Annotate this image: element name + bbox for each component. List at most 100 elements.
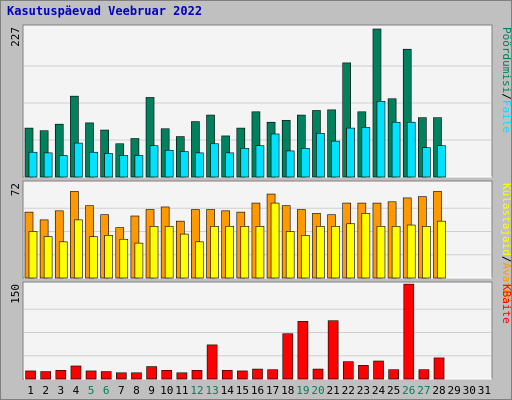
bar-kbaite-day-26	[403, 283, 415, 380]
bar-kbaite-day-4	[70, 365, 82, 380]
x-tick-label: 25	[387, 384, 400, 397]
legend-pages-sites: Külastajaid/Avatud	[500, 183, 511, 302]
x-tick-label: 8	[133, 384, 140, 397]
bar-kbaite-day-11	[176, 372, 188, 380]
bar-külastajaid-day-6	[104, 235, 113, 279]
bar-külastajaid-day-26	[406, 224, 416, 279]
x-tick-label: 10	[160, 384, 173, 397]
x-tick-label: 7	[118, 384, 125, 397]
bar-kbaite-day-17	[267, 369, 278, 380]
bar-külastajaid-day-3	[58, 241, 68, 279]
bar-külastajaid-day-1	[28, 231, 38, 279]
x-tick-label: 16	[251, 384, 264, 397]
bar-kbaite-day-9	[146, 366, 157, 380]
bar-kbaite-day-12	[191, 370, 203, 380]
bar-külastajaid-day-13	[210, 226, 219, 279]
x-tick-label: 31	[478, 384, 491, 397]
legend-entry: KBaite	[500, 284, 511, 324]
bar-faile-day-11	[179, 151, 189, 178]
bar-kbaite-day-23	[358, 365, 369, 380]
bar-kbaite-day-7	[116, 372, 127, 380]
x-tick-label: 27	[417, 384, 430, 397]
bar-faile-day-10	[164, 149, 174, 178]
bar-kbaite-day-28	[433, 357, 445, 380]
bar-külastajaid-day-21	[331, 226, 340, 279]
bar-külastajaid-day-19	[301, 235, 310, 279]
bar-külastajaid-day-5	[89, 236, 98, 279]
bar-faile-day-4	[74, 142, 83, 178]
bar-faile-day-19	[301, 148, 310, 178]
x-tick-label: 20	[311, 384, 324, 397]
legend-hits-files: Pöördumisi/Faile	[500, 27, 511, 133]
y-max-label: 227	[9, 27, 22, 47]
legend-entry: Pöördumisi	[500, 27, 511, 93]
x-tick-label: 30	[463, 384, 476, 397]
bar-faile-day-8	[134, 155, 144, 178]
bar-faile-day-23	[361, 127, 371, 178]
bar-faile-day-14	[225, 152, 234, 178]
bar-külastajaid-day-28	[437, 220, 446, 279]
bar-kbaite-day-1	[25, 370, 36, 380]
bar-faile-day-3	[58, 155, 68, 178]
bar-faile-day-7	[119, 155, 129, 178]
x-tick-label: 19	[296, 384, 309, 397]
x-tick-label: 22	[342, 384, 355, 397]
x-tick-label: 3	[58, 384, 65, 397]
bar-kbaite-day-6	[100, 371, 112, 380]
bar-külastajaid-day-8	[134, 242, 144, 279]
x-tick-label: 29	[448, 384, 461, 397]
bar-kbaite-day-20	[312, 368, 324, 380]
bar-külastajaid-day-24	[376, 226, 386, 279]
bar-faile-day-21	[331, 140, 340, 178]
bar-kbaite-day-21	[327, 320, 339, 380]
bar-külastajaid-day-25	[391, 226, 401, 279]
x-tick-label: 13	[205, 384, 218, 397]
bar-faile-day-16	[255, 145, 265, 178]
bar-faile-day-18	[285, 150, 295, 178]
y-max-label: 72	[9, 183, 22, 196]
bar-külastajaid-day-20	[316, 226, 325, 279]
bar-külastajaid-day-18	[285, 231, 295, 279]
bar-külastajaid-day-7	[119, 238, 129, 279]
x-tick-label: 6	[103, 384, 110, 397]
bar-faile-day-15	[240, 148, 250, 178]
bar-faile-day-5	[89, 151, 98, 178]
bar-külastajaid-day-16	[255, 226, 265, 279]
bar-kbaite-day-19	[297, 321, 309, 380]
bar-külastajaid-day-23	[361, 213, 371, 279]
x-tick-label: 17	[266, 384, 279, 397]
x-tick-label: 12	[190, 384, 203, 397]
x-tick-label: 14	[221, 384, 235, 397]
bar-faile-day-25	[391, 121, 401, 178]
bar-kbaite-day-18	[282, 333, 294, 380]
bar-kbaite-day-16	[252, 368, 263, 380]
bar-kbaite-day-15	[237, 370, 248, 380]
bar-kbaite-day-22	[342, 361, 354, 380]
x-tick-label: 24	[372, 384, 386, 397]
x-tick-label: 11	[175, 384, 188, 397]
bar-faile-day-26	[406, 121, 416, 178]
bar-faile-day-2	[43, 152, 53, 178]
x-tick-label: 18	[281, 384, 294, 397]
x-tick-label: 28	[432, 384, 445, 397]
bar-kbaite-day-3	[55, 370, 67, 380]
x-tick-label: 23	[357, 384, 370, 397]
panel-kbytes	[22, 281, 493, 380]
x-tick-label: 1	[27, 384, 34, 397]
bar-kbaite-day-10	[161, 370, 173, 380]
legend-entry: /	[500, 93, 511, 100]
bar-faile-day-22	[346, 127, 356, 178]
legend-entry: Avatud	[500, 262, 511, 302]
bar-faile-day-9	[149, 145, 159, 178]
bar-kbaite-day-2	[40, 371, 51, 380]
bar-külastajaid-day-17	[270, 202, 280, 279]
x-tick-label: 21	[327, 384, 340, 397]
bar-faile-day-13	[210, 143, 219, 178]
bar-külastajaid-day-14	[225, 226, 234, 279]
bar-kbaite-day-24	[373, 360, 384, 380]
x-tick-label: 9	[148, 384, 155, 397]
bar-kbaite-day-27	[418, 369, 430, 380]
bar-faile-day-20	[316, 133, 325, 178]
